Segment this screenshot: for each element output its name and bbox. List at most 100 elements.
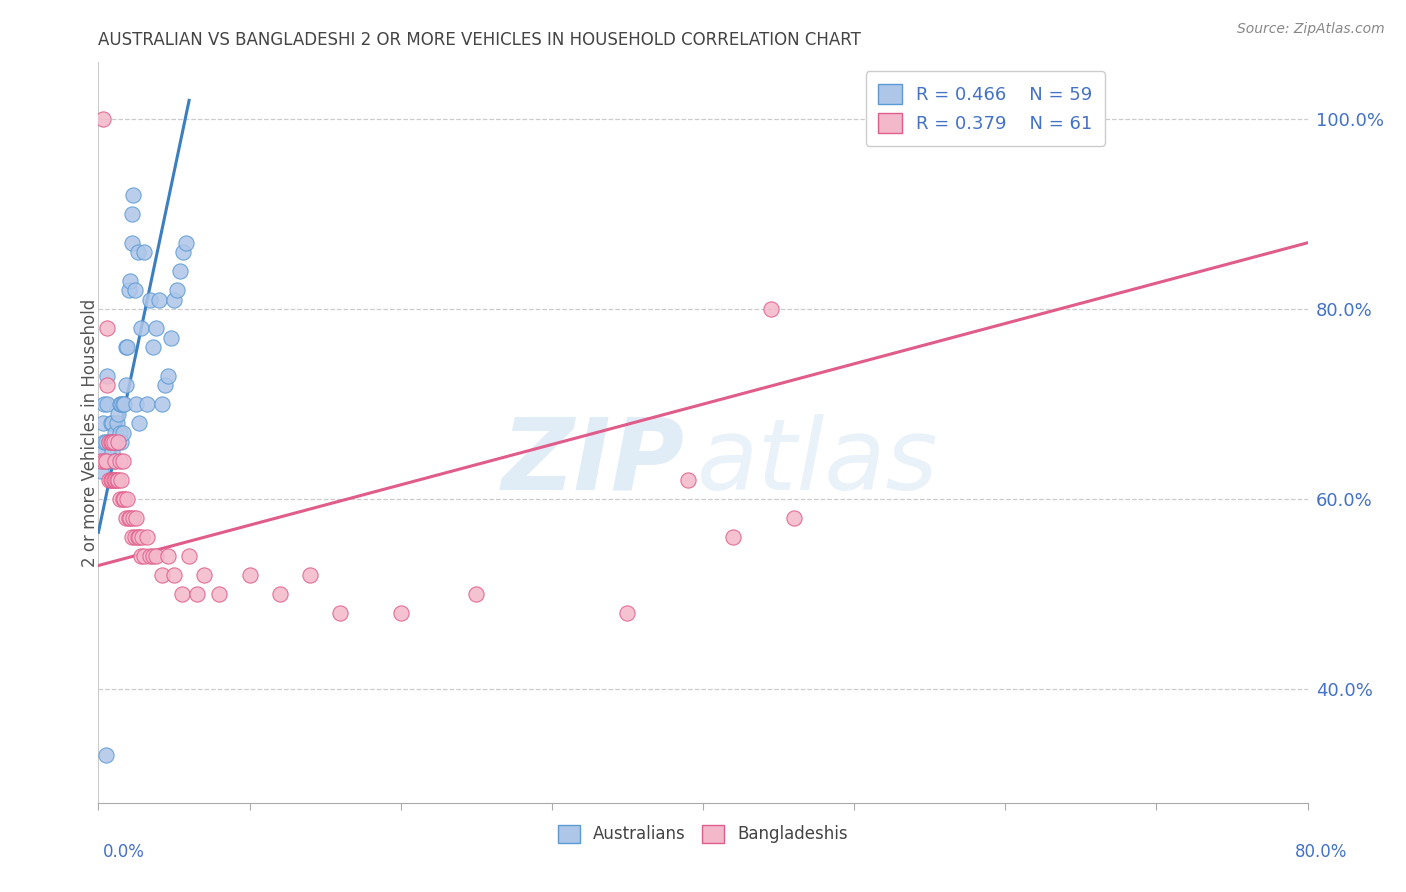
Point <box>150 397 173 411</box>
Point <box>193 568 215 582</box>
Point <box>101 435 124 450</box>
Point <box>132 549 155 563</box>
Point <box>98 435 121 450</box>
Point <box>96 397 118 411</box>
Point <box>127 245 149 260</box>
Point <box>93 454 115 468</box>
Legend: Australians, Bangladeshis: Australians, Bangladeshis <box>551 818 855 850</box>
Point <box>98 435 121 450</box>
Point <box>90 464 112 478</box>
Point <box>124 530 146 544</box>
Point <box>104 425 127 440</box>
Point <box>120 274 142 288</box>
Point <box>105 435 128 450</box>
Point <box>156 368 179 383</box>
Point <box>111 491 134 506</box>
Point <box>179 549 201 563</box>
Point <box>163 568 186 582</box>
Point <box>120 511 142 525</box>
Point <box>127 530 149 544</box>
Point <box>170 587 193 601</box>
Point <box>103 435 125 450</box>
Point <box>132 245 155 260</box>
Point <box>172 245 194 260</box>
Point <box>125 397 148 411</box>
Point <box>135 397 157 411</box>
Point <box>100 473 122 487</box>
Point <box>112 397 135 411</box>
Point <box>98 454 121 468</box>
Point <box>174 235 197 250</box>
Point <box>115 491 138 506</box>
Point <box>98 473 121 487</box>
Text: ZIP: ZIP <box>502 414 685 511</box>
Point <box>186 587 208 601</box>
Point <box>148 293 170 307</box>
Point <box>128 416 150 430</box>
Point <box>107 407 129 421</box>
Point <box>103 435 125 450</box>
Point <box>94 454 117 468</box>
Point <box>145 321 167 335</box>
Point <box>125 511 148 525</box>
Point <box>111 454 134 468</box>
Point <box>389 606 412 620</box>
Point <box>121 235 143 250</box>
Y-axis label: 2 or more Vehicles in Household: 2 or more Vehicles in Household <box>82 299 98 566</box>
Point <box>160 331 183 345</box>
Point <box>111 397 134 411</box>
Point <box>103 473 125 487</box>
Point <box>100 435 122 450</box>
Point <box>104 473 127 487</box>
Point <box>139 549 162 563</box>
Point <box>121 530 143 544</box>
Text: atlas: atlas <box>697 414 939 511</box>
Point <box>208 587 231 601</box>
Point <box>114 511 136 525</box>
Point <box>90 454 112 468</box>
Point <box>142 340 165 354</box>
Point <box>676 473 699 487</box>
Point <box>91 416 114 430</box>
Point <box>122 188 145 202</box>
Point <box>150 568 173 582</box>
Point <box>163 293 186 307</box>
Point <box>107 435 129 450</box>
Point <box>112 491 135 506</box>
Text: 0.0%: 0.0% <box>103 843 145 861</box>
Point <box>783 511 806 525</box>
Point <box>329 606 352 620</box>
Point <box>111 425 134 440</box>
Point <box>91 444 114 458</box>
Point <box>101 416 124 430</box>
Point <box>94 748 117 763</box>
Point <box>269 587 291 601</box>
Point <box>104 454 127 468</box>
Point <box>121 207 143 221</box>
Point <box>96 378 118 392</box>
Point <box>110 473 132 487</box>
Point <box>153 378 176 392</box>
Text: 80.0%: 80.0% <box>1295 843 1347 861</box>
Point <box>299 568 322 582</box>
Point <box>107 473 129 487</box>
Point <box>122 511 145 525</box>
Point <box>93 435 115 450</box>
Point <box>94 454 117 468</box>
Point <box>96 321 118 335</box>
Text: Source: ZipAtlas.com: Source: ZipAtlas.com <box>1237 22 1385 37</box>
Point <box>101 473 124 487</box>
Point <box>96 368 118 383</box>
Point <box>129 549 152 563</box>
Point <box>93 397 115 411</box>
Point <box>145 549 167 563</box>
Point <box>239 568 262 582</box>
Point <box>131 530 153 544</box>
Point <box>105 416 128 430</box>
Point <box>759 302 782 317</box>
Point <box>94 435 117 450</box>
Point <box>169 264 191 278</box>
Point <box>118 511 141 525</box>
Point <box>114 378 136 392</box>
Point <box>135 530 157 544</box>
